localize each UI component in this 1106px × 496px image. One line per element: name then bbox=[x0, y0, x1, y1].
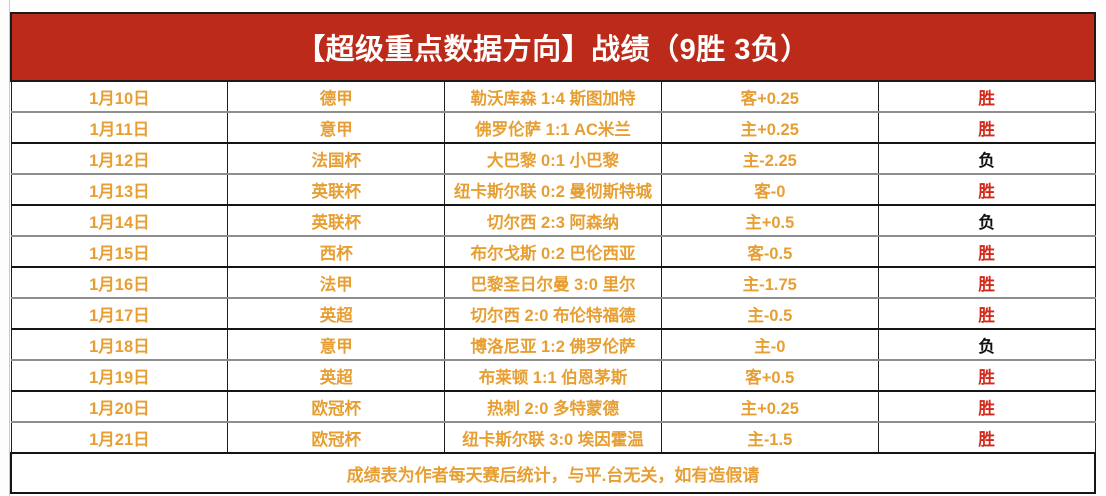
cell-result: 胜 bbox=[877, 174, 1096, 206]
cell-result: 胜 bbox=[877, 298, 1096, 330]
cell-date: 1月18日 bbox=[10, 329, 229, 361]
table-row: 1月16日 法甲 巴黎圣日尔曼 3:0 里尔 主-1.75 胜 bbox=[10, 267, 1096, 299]
cell-result: 胜 bbox=[877, 391, 1096, 423]
cell-match: 纽卡斯尔联 0:2 曼彻斯特城 bbox=[444, 174, 662, 206]
cell-result: 负 bbox=[877, 205, 1096, 237]
table-row: 1月14日 英联杯 切尔西 2:3 阿森纳 主+0.5 负 bbox=[10, 205, 1096, 237]
cell-match: 布尔戈斯 0:2 巴伦西亚 bbox=[444, 236, 662, 268]
cell-league: 欧冠杯 bbox=[227, 422, 446, 454]
cell-handicap: 客+0.5 bbox=[660, 360, 879, 392]
cell-handicap: 客-0.5 bbox=[660, 236, 879, 268]
cell-date: 1月16日 bbox=[10, 267, 229, 299]
table-row: 1月21日 欧冠杯 纽卡斯尔联 3:0 埃因霍温 主-1.5 胜 bbox=[10, 422, 1096, 454]
footer-note: 成绩表为作者每天赛后统计，与平.台无关，如有造假请 bbox=[10, 452, 1096, 494]
cell-date: 1月17日 bbox=[10, 298, 229, 330]
cell-league: 德甲 bbox=[227, 81, 446, 113]
table-row: 1月11日 意甲 佛罗伦萨 1:1 AC米兰 主+0.25 胜 bbox=[10, 112, 1096, 144]
cell-date: 1月12日 bbox=[10, 143, 229, 175]
cell-result: 胜 bbox=[877, 112, 1096, 144]
cell-league: 英联杯 bbox=[227, 174, 446, 206]
cell-result: 负 bbox=[877, 143, 1096, 175]
cell-handicap: 主+0.25 bbox=[660, 391, 879, 423]
cell-result: 负 bbox=[877, 329, 1096, 361]
cell-handicap: 客+0.25 bbox=[660, 81, 879, 113]
title-banner-row: 【超级重点数据方向】战绩（9胜 3负） bbox=[10, 12, 1096, 82]
results-table-wrapper: 【超级重点数据方向】战绩（9胜 3负） 1月10日 德甲 勒沃库森 1:4 斯图加特… bbox=[10, 12, 1096, 494]
cell-result: 胜 bbox=[877, 236, 1096, 268]
footer-row: 成绩表为作者每天赛后统计，与平.台无关，如有造假请 bbox=[10, 452, 1096, 494]
cell-result: 胜 bbox=[877, 81, 1096, 113]
cell-league: 意甲 bbox=[227, 112, 446, 144]
table-row: 1月13日 英联杯 纽卡斯尔联 0:2 曼彻斯特城 客-0 胜 bbox=[10, 174, 1096, 206]
cell-handicap: 客-0 bbox=[660, 174, 879, 206]
cell-date: 1月10日 bbox=[10, 81, 229, 113]
sheet-right-gutter bbox=[1096, 0, 1106, 496]
cell-handicap: 主-1.75 bbox=[660, 267, 879, 299]
cell-match: 纽卡斯尔联 3:0 埃因霍温 bbox=[444, 422, 662, 454]
cell-match: 大巴黎 0:1 小巴黎 bbox=[444, 143, 662, 175]
cell-handicap: 主-1.5 bbox=[660, 422, 879, 454]
title-banner: 【超级重点数据方向】战绩（9胜 3负） bbox=[10, 12, 1096, 82]
cell-league: 法甲 bbox=[227, 267, 446, 299]
cell-date: 1月14日 bbox=[10, 205, 229, 237]
cell-league: 意甲 bbox=[227, 329, 446, 361]
cell-league: 英联杯 bbox=[227, 205, 446, 237]
cell-league: 法国杯 bbox=[227, 143, 446, 175]
cell-handicap: 主-0 bbox=[660, 329, 879, 361]
cell-result: 胜 bbox=[877, 267, 1096, 299]
results-table: 【超级重点数据方向】战绩（9胜 3负） 1月10日 德甲 勒沃库森 1:4 斯图加特… bbox=[10, 12, 1096, 494]
table-row: 1月20日 欧冠杯 热刺 2:0 多特蒙德 主+0.25 胜 bbox=[10, 391, 1096, 423]
cell-match: 切尔西 2:0 布伦特福德 bbox=[444, 298, 662, 330]
table-row: 1月15日 西杯 布尔戈斯 0:2 巴伦西亚 客-0.5 胜 bbox=[10, 236, 1096, 268]
cell-result: 胜 bbox=[877, 422, 1096, 454]
cell-date: 1月13日 bbox=[10, 174, 229, 206]
cell-match: 布莱顿 1:1 伯恩茅斯 bbox=[444, 360, 662, 392]
cell-result: 胜 bbox=[877, 360, 1096, 392]
table-row: 1月12日 法国杯 大巴黎 0:1 小巴黎 主-2.25 负 bbox=[10, 143, 1096, 175]
cell-match: 切尔西 2:3 阿森纳 bbox=[444, 205, 662, 237]
cell-handicap: 主+0.5 bbox=[660, 205, 879, 237]
cell-match: 巴黎圣日尔曼 3:0 里尔 bbox=[444, 267, 662, 299]
cell-match: 博洛尼亚 1:2 佛罗伦萨 bbox=[444, 329, 662, 361]
cell-date: 1月21日 bbox=[10, 422, 229, 454]
cell-match: 勒沃库森 1:4 斯图加特 bbox=[444, 81, 662, 113]
sheet-left-gutter bbox=[0, 0, 10, 496]
cell-league: 欧冠杯 bbox=[227, 391, 446, 423]
cell-league: 英超 bbox=[227, 360, 446, 392]
table-row: 1月19日 英超 布莱顿 1:1 伯恩茅斯 客+0.5 胜 bbox=[10, 360, 1096, 392]
cell-league: 英超 bbox=[227, 298, 446, 330]
table-row: 1月18日 意甲 博洛尼亚 1:2 佛罗伦萨 主-0 负 bbox=[10, 329, 1096, 361]
cell-match: 佛罗伦萨 1:1 AC米兰 bbox=[444, 112, 662, 144]
cell-handicap: 主-2.25 bbox=[660, 143, 879, 175]
sheet-top-strip bbox=[10, 0, 1106, 12]
cell-date: 1月19日 bbox=[10, 360, 229, 392]
cell-date: 1月11日 bbox=[10, 112, 229, 144]
cell-handicap: 主-0.5 bbox=[660, 298, 879, 330]
cell-match: 热刺 2:0 多特蒙德 bbox=[444, 391, 662, 423]
table-row: 1月10日 德甲 勒沃库森 1:4 斯图加特 客+0.25 胜 bbox=[10, 81, 1096, 113]
cell-handicap: 主+0.25 bbox=[660, 112, 879, 144]
cell-date: 1月15日 bbox=[10, 236, 229, 268]
cell-date: 1月20日 bbox=[10, 391, 229, 423]
cell-league: 西杯 bbox=[227, 236, 446, 268]
table-row: 1月17日 英超 切尔西 2:0 布伦特福德 主-0.5 胜 bbox=[10, 298, 1096, 330]
